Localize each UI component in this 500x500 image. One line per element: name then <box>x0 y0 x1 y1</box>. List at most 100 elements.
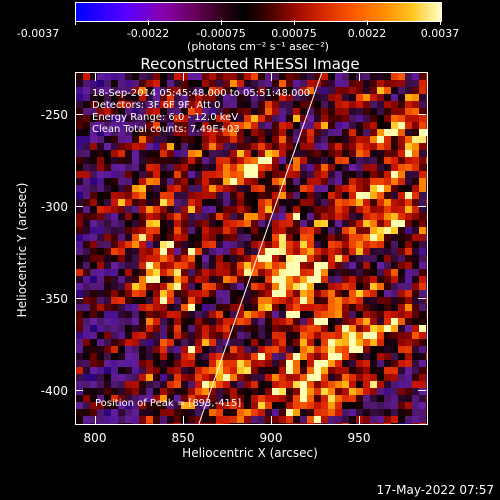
heatmap-cell <box>216 423 223 424</box>
heatmap-cell <box>307 339 314 346</box>
heatmap-cell <box>160 234 167 241</box>
heatmap-cell <box>83 290 90 297</box>
heatmap-cell <box>307 311 314 318</box>
heatmap-cell <box>230 374 237 381</box>
heatmap-cell <box>384 129 391 136</box>
heatmap-cell <box>328 353 335 360</box>
heatmap-cell <box>398 143 405 150</box>
heatmap-cell <box>265 381 272 388</box>
heatmap-cell <box>125 87 132 94</box>
heatmap-cell <box>377 339 384 346</box>
heatmap-cell <box>244 101 251 108</box>
heatmap-cell <box>300 339 307 346</box>
heatmap-cell <box>279 164 286 171</box>
heatmap-cell <box>356 234 363 241</box>
heatmap-cell <box>258 171 265 178</box>
heatmap-cell <box>83 346 90 353</box>
heatmap-cell <box>265 423 272 424</box>
heatmap-cell <box>167 234 174 241</box>
heatmap-cell <box>237 185 244 192</box>
heatmap-cell <box>370 374 377 381</box>
heatmap-cell <box>195 87 202 94</box>
heatmap-cell <box>391 241 398 248</box>
heatmap-cell <box>125 108 132 115</box>
heatmap-cell <box>370 115 377 122</box>
heatmap-cell <box>391 164 398 171</box>
heatmap-cell <box>419 108 426 115</box>
heatmap-cell <box>321 290 328 297</box>
heatmap-cell <box>363 241 370 248</box>
heatmap-cell <box>279 332 286 339</box>
heatmap-cell <box>223 381 230 388</box>
heatmap-cell <box>370 297 377 304</box>
heatmap-cell <box>90 87 97 94</box>
heatmap-cell <box>90 395 97 402</box>
heatmap-cell <box>237 388 244 395</box>
heatmap-cell <box>76 199 83 206</box>
heatmap-cell <box>279 220 286 227</box>
heatmap-cell <box>342 248 349 255</box>
heatmap-cell <box>118 388 125 395</box>
heatmap-cell <box>111 94 118 101</box>
heatmap-cell <box>230 304 237 311</box>
heatmap-cell <box>349 185 356 192</box>
heatmap-cell <box>146 325 153 332</box>
annotation-detectors: Detectors: 3F 6F 9F, Att 0 <box>92 100 221 111</box>
heatmap-cell <box>321 297 328 304</box>
heatmap-cell <box>83 269 90 276</box>
heatmap-cell <box>97 80 104 87</box>
heatmap-cell <box>188 409 195 416</box>
heatmap-cell <box>195 402 202 409</box>
heatmap-cell <box>83 339 90 346</box>
heatmap-cell <box>90 304 97 311</box>
heatmap-cell <box>146 199 153 206</box>
heatmap-cell <box>307 395 314 402</box>
heatmap-cell <box>111 304 118 311</box>
heatmap-cell <box>139 178 146 185</box>
heatmap-cell <box>314 255 321 262</box>
heatmap-cell <box>342 220 349 227</box>
heatmap-cell <box>83 178 90 185</box>
heatmap-cell <box>104 101 111 108</box>
heatmap-cell <box>363 388 370 395</box>
heatmap-cell <box>300 220 307 227</box>
heatmap-cell <box>258 164 265 171</box>
heatmap-cell <box>139 164 146 171</box>
heatmap-cell <box>293 409 300 416</box>
heatmap-cell <box>251 402 258 409</box>
heatmap-cell <box>223 311 230 318</box>
heatmap-cell <box>209 248 216 255</box>
heatmap-cell <box>349 402 356 409</box>
heatmap-cell <box>230 136 237 143</box>
heatmap-cell <box>349 325 356 332</box>
heatmap-cell <box>111 339 118 346</box>
heatmap-cell <box>314 206 321 213</box>
heatmap-cell <box>174 157 181 164</box>
heatmap-cell <box>251 171 258 178</box>
heatmap-cell <box>349 178 356 185</box>
heatmap-cell <box>174 367 181 374</box>
heatmap-cell <box>384 255 391 262</box>
heatmap-cell <box>209 94 216 101</box>
heatmap-cell <box>279 178 286 185</box>
heatmap-cell <box>251 115 258 122</box>
heatmap-cell <box>160 318 167 325</box>
colorbar-tick-label: -0.0022 <box>126 27 170 40</box>
heatmap-cell <box>76 367 83 374</box>
heatmap-cell <box>244 122 251 129</box>
heatmap-cell <box>279 304 286 311</box>
heatmap-cell <box>195 381 202 388</box>
heatmap-cell <box>286 220 293 227</box>
heatmap-cell <box>160 402 167 409</box>
heatmap-cell <box>342 311 349 318</box>
heatmap-cell <box>279 227 286 234</box>
heatmap-cell <box>195 80 202 87</box>
heatmap-cell <box>111 199 118 206</box>
heatmap-cell <box>391 409 398 416</box>
heatmap-cell <box>223 150 230 157</box>
heatmap-cell <box>321 115 328 122</box>
heatmap-cell <box>237 227 244 234</box>
heatmap-cell <box>244 339 251 346</box>
heatmap-cell <box>209 164 216 171</box>
heatmap-cell <box>160 283 167 290</box>
